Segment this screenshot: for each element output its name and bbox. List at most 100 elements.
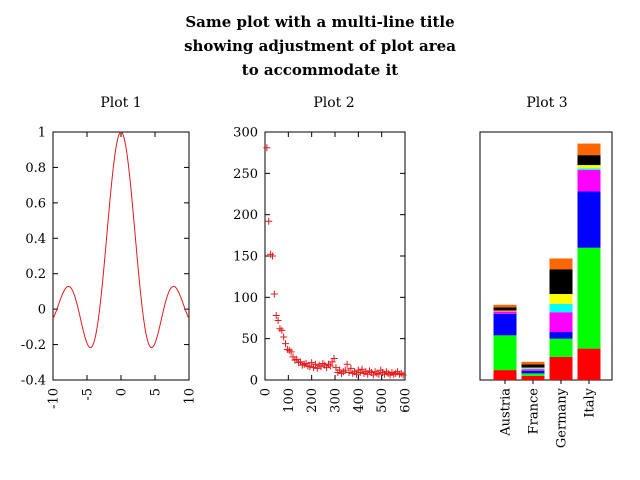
plot-1-ytick-label: 0.6 bbox=[25, 196, 46, 211]
plot-3-bar-segment bbox=[549, 294, 573, 304]
plot-2-xtick-label: 0 bbox=[259, 388, 274, 396]
plot-1-series-line bbox=[52, 131, 190, 349]
plot-1-xtick-label: 0 bbox=[115, 388, 130, 396]
plot-3-bar-segment bbox=[493, 307, 517, 311]
plot-3: Plot 3 Austria France Germany Italy bbox=[479, 95, 613, 448]
plot-1-xtick-label: 10 bbox=[183, 388, 198, 405]
plot-3-bar-segment bbox=[521, 369, 545, 371]
plot-3-bar-segment bbox=[577, 191, 601, 248]
plot-2-xtick-label: 300 bbox=[329, 388, 344, 413]
plot-2-ytick-label: 200 bbox=[233, 208, 258, 223]
plot-3-bar-segment bbox=[493, 311, 517, 314]
plot-3-bar-segment bbox=[521, 373, 545, 376]
plot-2-ytick-label: 50 bbox=[241, 332, 258, 347]
plot-2-point bbox=[399, 371, 407, 379]
plot-2-point bbox=[306, 363, 314, 371]
plot-3-bar-segment bbox=[493, 313, 517, 336]
plot-2-point bbox=[282, 340, 290, 348]
plot-3-bar-segment bbox=[577, 170, 601, 192]
plot-3-bar-segment bbox=[521, 370, 545, 374]
plot-2-title: Plot 2 bbox=[313, 95, 354, 111]
plot-2-ytick-label: 0 bbox=[250, 374, 258, 389]
plot-2-point bbox=[345, 369, 353, 377]
plot-2-ytick-label: 300 bbox=[233, 126, 258, 141]
plot-3-bar-segment bbox=[521, 367, 545, 369]
plot-1-title: Plot 1 bbox=[100, 95, 141, 111]
plot-1-ytick-label: 0 bbox=[38, 303, 46, 318]
plot-2-point bbox=[349, 369, 357, 377]
plot-2-ytick-label: 250 bbox=[233, 167, 258, 182]
plot-3-bar-segment bbox=[549, 332, 573, 339]
plot-2-ytick-label: 150 bbox=[233, 250, 258, 265]
plot-2-point bbox=[311, 360, 319, 368]
plot-3-bar-segment bbox=[577, 165, 601, 169]
plot-3-frame bbox=[479, 131, 613, 381]
plot-3-category-label: Austria bbox=[499, 388, 514, 437]
title-line-1: Same plot with a multi-line title bbox=[185, 13, 454, 31]
plot-1-xtick-label: 5 bbox=[149, 388, 164, 396]
plot-1-ytick-label: 0.8 bbox=[25, 161, 46, 176]
plot-3-bar-segment bbox=[577, 247, 601, 349]
plot-2-point bbox=[319, 359, 327, 367]
plot-1-ytick-label: 0.4 bbox=[25, 232, 46, 247]
plot-3-title: Plot 3 bbox=[526, 95, 567, 111]
plot-2-point bbox=[268, 252, 276, 260]
plot-2-point bbox=[373, 369, 381, 377]
plot-2-point bbox=[397, 369, 405, 377]
plot-3-category-label: Italy bbox=[583, 387, 598, 417]
plot-2-point bbox=[270, 290, 278, 298]
plot-1-ytick-label: 0.2 bbox=[25, 267, 46, 282]
plot-2-point bbox=[330, 355, 338, 363]
plot-2-xtick-label: 400 bbox=[352, 388, 367, 413]
plot-2-point bbox=[313, 364, 321, 372]
plot-2-point bbox=[285, 346, 293, 354]
plot-2-point bbox=[263, 144, 271, 152]
plot-2-xtick-label: 100 bbox=[282, 388, 297, 413]
plot-2-ytick-label: 100 bbox=[233, 291, 258, 306]
plot-1-frame bbox=[52, 131, 190, 381]
plot-2-point bbox=[339, 368, 347, 376]
plot-3-bar-segment bbox=[549, 312, 573, 333]
plot-2-point bbox=[326, 362, 334, 370]
plot-2-point bbox=[352, 370, 360, 378]
plot-3-category-label: Germany bbox=[555, 387, 570, 448]
plot-3-bar-segment bbox=[493, 304, 517, 308]
plot-2-point bbox=[278, 326, 286, 334]
plot-2-xtick-label: 200 bbox=[305, 388, 320, 413]
figure-title: Same plot with a multi-line title showin… bbox=[184, 13, 456, 79]
plot-1-ytick-label: -0.4 bbox=[21, 374, 46, 389]
plot-2-point bbox=[358, 365, 366, 373]
plot-3-bar-segment bbox=[493, 335, 517, 371]
plot-2-point bbox=[280, 333, 288, 341]
plot-2-point bbox=[272, 312, 280, 320]
plot-3-bar-segment bbox=[577, 168, 601, 171]
plot-1-xtick-label: -10 bbox=[47, 388, 62, 409]
plot-2-point bbox=[274, 316, 282, 324]
plot-3-bar-segment bbox=[493, 310, 517, 312]
plot-3-category-label: France bbox=[527, 388, 542, 435]
plot-2-point bbox=[287, 348, 295, 356]
plot-2-point bbox=[347, 364, 355, 372]
plot-1-ytick-label: 1 bbox=[38, 126, 46, 141]
plot-2-point bbox=[338, 369, 346, 377]
plot-3-bar-segment bbox=[549, 356, 573, 380]
plot-3-bar-segment bbox=[549, 258, 573, 270]
plot-2-point bbox=[308, 359, 316, 367]
plot-3-bar-segment bbox=[521, 361, 545, 365]
plot-2: Plot 2 0 50 100 150 200 250 300 0 100 200 300 400 50… bbox=[233, 95, 413, 413]
plot-2-point bbox=[384, 369, 392, 377]
plot-3-bar-segment bbox=[521, 368, 545, 370]
title-line-3: to accommodate it bbox=[242, 61, 398, 79]
plot-3-bar-segment bbox=[549, 303, 573, 313]
plot-2-xtick-label: 600 bbox=[399, 388, 414, 413]
plot-2-point bbox=[341, 366, 349, 374]
plot-1-ytick-label: -0.2 bbox=[21, 338, 46, 353]
plot-3-bar-segment bbox=[549, 269, 573, 295]
plot-3-bar-segment bbox=[521, 375, 545, 380]
plot-3-bar-segment bbox=[549, 338, 573, 357]
plot-3-bar-segment bbox=[493, 370, 517, 380]
plot-1: Plot 1 -0.4 -0.2 0 0.2 0.4 0.6 0.8 1 -10 -5 0 5 10 bbox=[21, 95, 198, 409]
plot-3-bar-segment bbox=[521, 364, 545, 368]
plot-2-point bbox=[267, 250, 275, 258]
